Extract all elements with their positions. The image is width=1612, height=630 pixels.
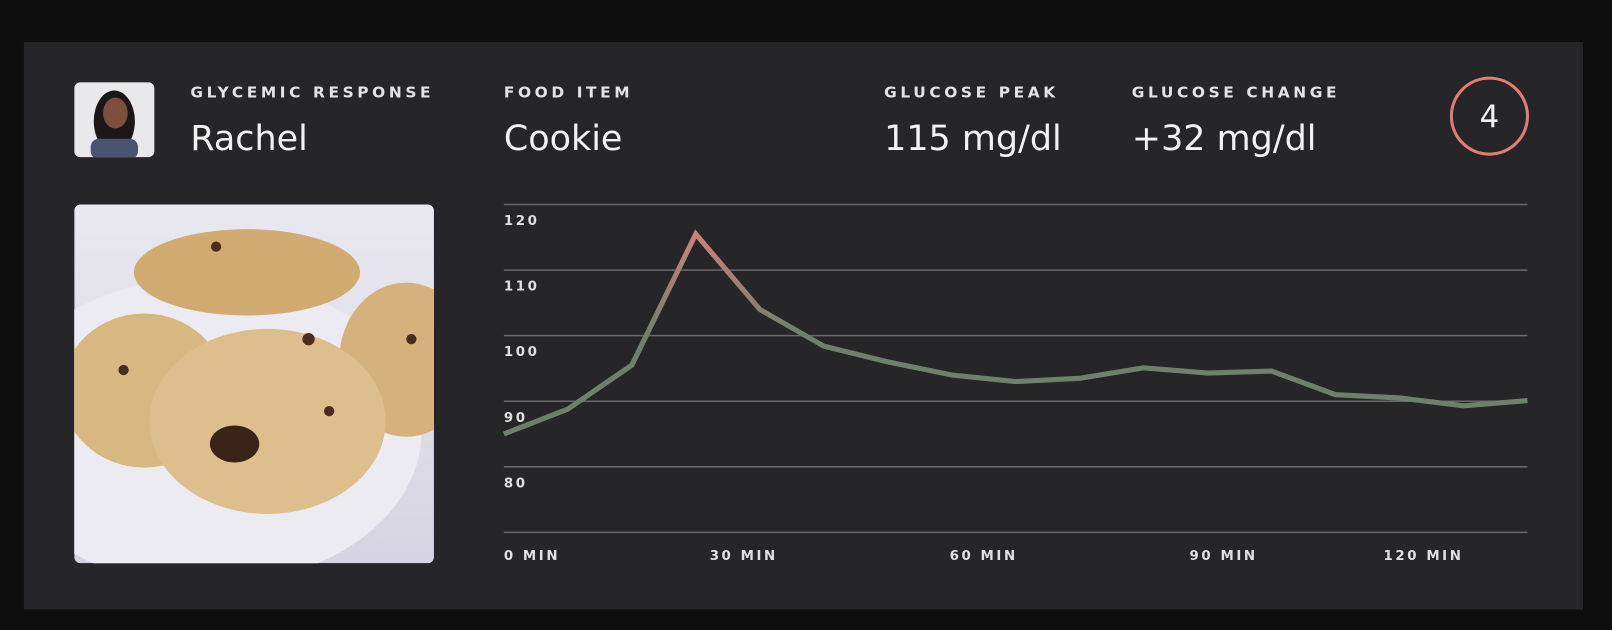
x-tick-label: 90 MIN xyxy=(1190,549,1258,564)
label: GLYCEMIC RESPONSE xyxy=(190,84,434,102)
food-photo xyxy=(74,204,434,564)
score: 4 xyxy=(1480,99,1500,135)
person-name: Rachel xyxy=(190,119,307,159)
x-tick-label: 30 MIN xyxy=(710,549,778,564)
glucose-line xyxy=(502,229,1528,437)
x-tick-label: 60 MIN xyxy=(950,549,1018,564)
label: GLUCOSE CHANGE xyxy=(1132,84,1340,102)
chart: 80 90 100 110 120 0 MIN 30 MIN 60 MIN 90 MIN 120 … xyxy=(502,203,1528,564)
y-tick-label: 110 xyxy=(504,280,540,295)
y-tick-label: 120 xyxy=(504,214,540,229)
label: GLUCOSE PEAK xyxy=(884,84,1059,102)
x-tick-label: 120 MIN xyxy=(1384,549,1464,564)
avatar xyxy=(74,82,155,158)
food-name: Cookie xyxy=(504,119,623,159)
y-tick-label: 80 xyxy=(504,476,528,491)
change-value: +32 mg/dl xyxy=(1132,119,1317,159)
label: FOOD ITEM xyxy=(504,84,633,102)
score-ring xyxy=(1449,76,1530,156)
peak-value: 115 mg/dl xyxy=(884,119,1062,159)
y-tick-label: 100 xyxy=(504,345,540,360)
x-tick-label: 0 MIN xyxy=(504,549,560,564)
y-tick-label: 90 xyxy=(504,411,528,426)
